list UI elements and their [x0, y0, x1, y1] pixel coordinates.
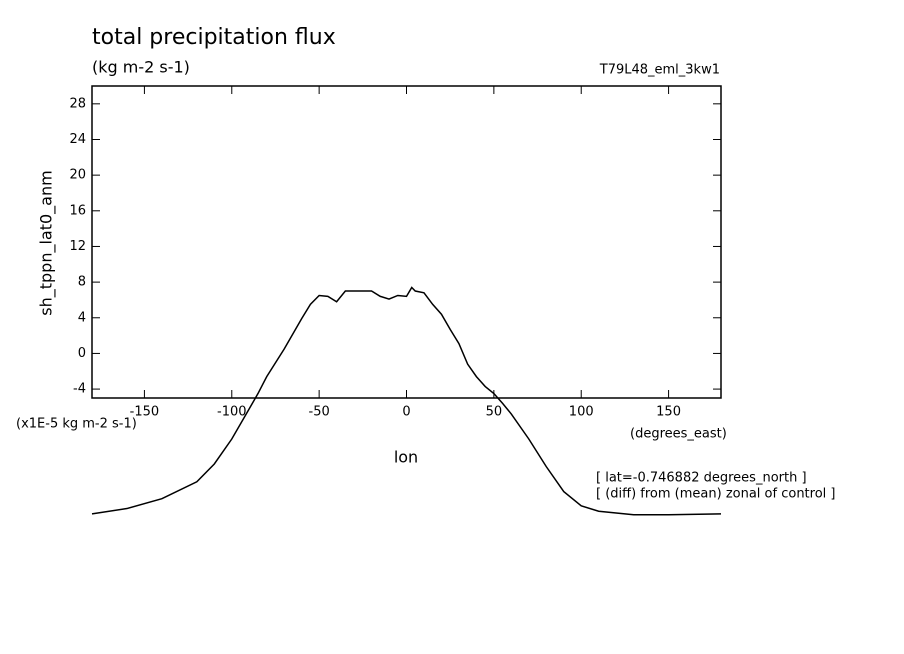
- note: [ lat=-0.746882 degrees_north ]: [596, 471, 807, 486]
- y-tick-label: 16: [69, 203, 86, 218]
- x-tick-label: 50: [486, 405, 503, 420]
- y-axis-label: sh_tppn_lat0_anm: [37, 170, 57, 315]
- x-axis-label: lon: [394, 448, 418, 467]
- y-tick-label: -4: [73, 382, 86, 397]
- x-tick-label: -50: [309, 405, 330, 420]
- data-line: [91, 286, 722, 516]
- chart-title: total precipitation flux: [92, 25, 336, 50]
- chart-subtitle: (kg m-2 s-1): [92, 58, 190, 77]
- x-tick-label: -100: [217, 405, 247, 420]
- x-tick-label: 150: [656, 405, 681, 420]
- y-tick-label: 4: [78, 310, 86, 325]
- x-tick-label: -150: [130, 405, 160, 420]
- plot-frame: [91, 85, 722, 399]
- y-tick-label: 12: [69, 239, 86, 254]
- note: [ (diff) from (mean) zonal of control ]: [596, 487, 835, 502]
- x-tick-label: 0: [402, 405, 410, 420]
- x-tick-label: 100: [569, 405, 594, 420]
- run-label: T79L48_eml_3kw1: [599, 63, 720, 78]
- y-tick-label: 28: [69, 96, 86, 111]
- y-tick-label: 0: [78, 346, 86, 361]
- y-tick-label: 8: [78, 275, 86, 290]
- x-units: (degrees_east): [630, 427, 727, 442]
- y-units: (x1E-5 kg m-2 s-1): [16, 417, 137, 432]
- y-tick-label: 20: [69, 168, 86, 183]
- y-tick-label: 24: [69, 132, 86, 147]
